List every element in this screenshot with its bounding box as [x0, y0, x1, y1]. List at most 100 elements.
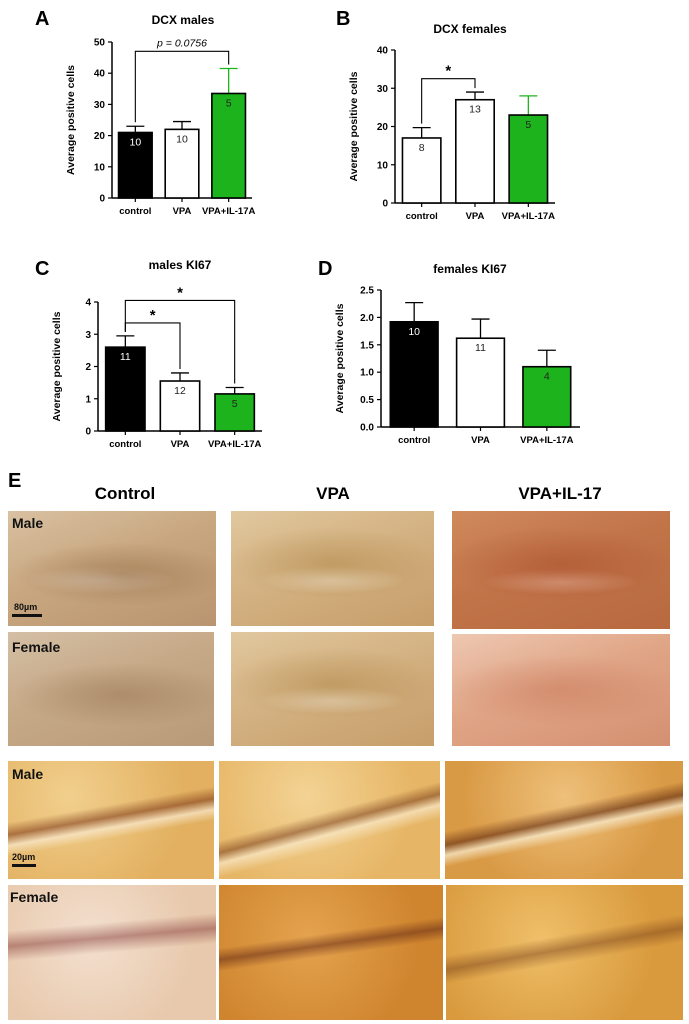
- significance-bracket: [124, 299, 236, 384]
- micrograph-high-male-vpa: [219, 761, 440, 879]
- x-tick-label: VPA: [171, 439, 190, 450]
- micrograph-low-male-control: [8, 511, 216, 626]
- bar-n-label: 12: [174, 385, 186, 397]
- x-tick-label: VPA: [466, 211, 485, 222]
- row-label-female-high: Female: [10, 889, 59, 905]
- chart-title: females KI67: [433, 262, 507, 276]
- x-tick-label: VPA+IL-17A: [502, 211, 556, 222]
- y-tick-label: 0.0: [360, 423, 374, 434]
- y-tick-label: 0: [99, 194, 105, 205]
- y-axis-label: Average positive cells: [51, 311, 63, 421]
- significance-label: *: [445, 63, 451, 80]
- y-axis-label: Average positive cells: [334, 303, 346, 413]
- y-tick-label: 30: [94, 100, 106, 111]
- y-tick-label: 20: [94, 131, 106, 142]
- significance-bracket: [421, 78, 476, 124]
- x-tick-label: VPA+IL-17A: [208, 439, 262, 450]
- bar: [401, 137, 442, 204]
- bar-n-label: 10: [176, 133, 188, 145]
- micrograph-high-male-vpa-il17: [445, 761, 683, 879]
- y-tick-label: 50: [94, 38, 106, 49]
- scale-label-high: 20µm: [12, 852, 36, 862]
- micrograph-high-male-control: [8, 761, 214, 879]
- scale-label-low: 80µm: [14, 602, 38, 612]
- micrograph-low-female-vpa-il17: [452, 634, 670, 746]
- x-tick-label: control: [406, 211, 438, 222]
- y-tick-label: 3: [85, 330, 91, 341]
- bar: [214, 393, 256, 432]
- micrograph-high-female-control: [8, 885, 216, 1020]
- bar-n-label: 10: [129, 136, 141, 148]
- y-tick-label: 30: [377, 84, 389, 95]
- row-label-male-low: Male: [12, 515, 44, 531]
- y-tick-label: 10: [94, 162, 106, 173]
- significance-bracket: [134, 50, 230, 123]
- y-tick-label: 4: [85, 298, 91, 309]
- bar: [117, 131, 153, 199]
- y-axis-label: Average positive cells: [65, 65, 77, 175]
- scale-bar-high: [12, 864, 36, 867]
- x-tick-label: control: [398, 435, 430, 446]
- bar-n-label: 10: [408, 326, 420, 338]
- micrograph-low-female-vpa: [231, 632, 434, 746]
- micrograph-low-male-vpa-il17: [452, 511, 670, 629]
- chart-title: males KI67: [149, 258, 212, 272]
- micrograph-high-female-vpa-il17: [446, 885, 683, 1020]
- panel-letter-c: C: [35, 258, 50, 280]
- y-tick-label: 10: [377, 160, 389, 171]
- column-header-control: Control: [94, 484, 156, 503]
- panel-letter-e: E: [8, 470, 22, 492]
- bar: [455, 337, 506, 428]
- bar: [211, 92, 247, 199]
- column-header-vpa: VPA: [316, 484, 350, 503]
- bar-n-label: 5: [226, 97, 232, 109]
- bar: [389, 320, 439, 428]
- x-tick-label: control: [119, 206, 151, 217]
- scale-bar-low: [12, 614, 42, 617]
- x-tick-label: VPA: [173, 206, 192, 217]
- y-tick-label: 40: [377, 46, 389, 57]
- x-tick-label: VPA: [471, 435, 490, 446]
- x-tick-label: VPA+IL-17A: [202, 206, 256, 217]
- micrograph-low-male-vpa: [231, 511, 434, 626]
- y-tick-label: 40: [94, 69, 106, 80]
- bar-n-label: 5: [525, 119, 531, 131]
- y-tick-label: 0.5: [360, 395, 374, 406]
- micrograph-high-female-vpa: [219, 885, 443, 1020]
- bar-n-label: 11: [120, 351, 131, 363]
- significance-label: *: [177, 284, 183, 301]
- y-tick-label: 2.0: [360, 313, 374, 324]
- y-tick-label: 1: [85, 394, 91, 405]
- panel-letter-b: B: [336, 8, 351, 30]
- y-axis-label: Average positive cells: [348, 71, 360, 181]
- bar: [104, 346, 146, 432]
- x-tick-label: control: [109, 439, 141, 450]
- bar-n-label: 13: [469, 104, 481, 116]
- chart-title: DCX females: [433, 22, 507, 36]
- significance-label: *: [150, 307, 156, 324]
- micrograph-low-female-control: [8, 632, 214, 746]
- row-label-female-low: Female: [12, 639, 61, 655]
- row-label-male-high: Male: [12, 766, 44, 782]
- y-tick-label: 1.5: [360, 340, 374, 351]
- y-tick-label: 0: [85, 427, 91, 438]
- chart-title: DCX males: [152, 13, 215, 27]
- column-header-vpa-il17: VPA+IL-17: [518, 484, 602, 503]
- bar-n-label: 4: [544, 371, 550, 383]
- bar-n-label: 8: [419, 142, 425, 154]
- panel-letter-d: D: [318, 258, 333, 280]
- x-tick-label: VPA+IL-17A: [520, 435, 574, 446]
- y-tick-label: 2: [85, 362, 91, 373]
- panel-letter-a: A: [35, 8, 50, 30]
- significance-label: p = 0.0756: [156, 37, 207, 49]
- y-tick-label: 0: [382, 199, 388, 210]
- bar: [164, 128, 200, 199]
- y-tick-label: 1.0: [360, 368, 374, 379]
- bar-n-label: 11: [475, 342, 486, 354]
- y-tick-label: 20: [377, 122, 389, 133]
- bar: [508, 114, 549, 204]
